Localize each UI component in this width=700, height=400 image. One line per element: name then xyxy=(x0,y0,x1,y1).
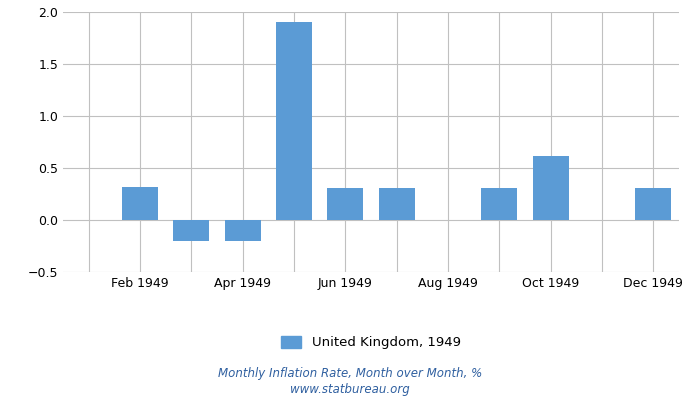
Bar xyxy=(276,22,312,220)
Bar xyxy=(328,188,363,220)
Bar xyxy=(379,188,414,220)
Bar xyxy=(636,188,671,220)
Text: Monthly Inflation Rate, Month over Month, %: Monthly Inflation Rate, Month over Month… xyxy=(218,368,482,380)
Bar xyxy=(174,220,209,241)
Text: www.statbureau.org: www.statbureau.org xyxy=(290,384,410,396)
Bar xyxy=(482,188,517,220)
Legend: United Kingdom, 1949: United Kingdom, 1949 xyxy=(276,330,466,354)
Bar xyxy=(225,220,260,241)
Bar xyxy=(533,156,568,220)
Bar xyxy=(122,187,158,220)
